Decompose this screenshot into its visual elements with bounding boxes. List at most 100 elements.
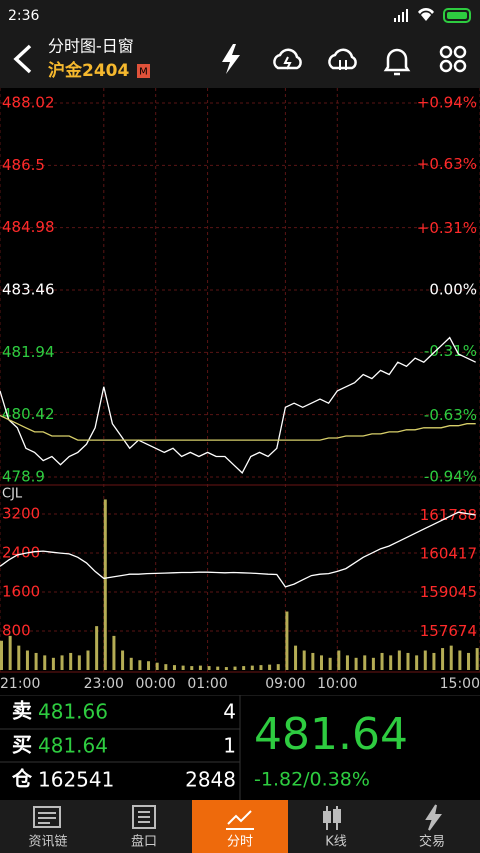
- volume-bar: [77, 655, 81, 670]
- volume-bar: [181, 665, 185, 670]
- price-change: -1.82/0.38%: [254, 769, 370, 791]
- volume-bar: [467, 652, 471, 670]
- volume-bar: [432, 652, 436, 670]
- open-interest-line: [0, 511, 476, 588]
- volume-bar: [354, 657, 358, 670]
- y-tick-label: 478.9: [2, 468, 45, 486]
- tab-label[interactable]: 盘口: [131, 834, 157, 850]
- buy-price: 481.64: [38, 734, 108, 758]
- volume-bar: [389, 655, 393, 670]
- volume-bar: [17, 645, 21, 670]
- volume-bar: [337, 650, 341, 670]
- tab-label[interactable]: 交易: [419, 834, 445, 850]
- y2-tick-label: +0.94%: [417, 94, 477, 112]
- volume-bar: [311, 652, 315, 670]
- volume-bar: [294, 645, 298, 670]
- volume-bar: [415, 655, 419, 670]
- price-line: [0, 414, 476, 441]
- volume-bar: [172, 665, 176, 670]
- volume-bar: [129, 657, 133, 670]
- volume-bar: [328, 657, 332, 670]
- volume-bar: [397, 650, 401, 670]
- volume-bar: [371, 657, 375, 670]
- active-tab-bg: [192, 800, 288, 853]
- y-tick-label: 486.5: [2, 156, 45, 174]
- y2-tick-label: 160417: [420, 544, 477, 562]
- x-tick-label: 23:00: [84, 676, 124, 692]
- status-icons: [394, 7, 471, 23]
- y2-tick-label: 157674: [420, 622, 477, 640]
- volume-bar: [233, 666, 237, 670]
- volume-bar: [43, 655, 47, 670]
- volume-bar: [0, 640, 3, 670]
- volume-bar: [112, 635, 116, 670]
- volume-bar: [103, 499, 107, 670]
- volume-bar: [320, 655, 323, 670]
- volume-bar: [155, 662, 159, 670]
- y2-tick-label: -0.94%: [424, 468, 477, 486]
- y-tick-label: 480.42: [2, 405, 55, 423]
- alert-icon[interactable]: [383, 48, 411, 76]
- volume-bar: [380, 652, 384, 670]
- y-tick-label: 488.02: [2, 94, 55, 112]
- header: [0, 32, 480, 88]
- header-title: 分时图-日窗: [48, 37, 134, 56]
- x-tick-label: 10:00: [317, 676, 357, 692]
- volume-bar: [138, 660, 142, 670]
- tab-label[interactable]: 分时: [227, 835, 253, 850]
- y-tick-label: 483.46: [2, 281, 55, 299]
- volume-bar: [423, 650, 427, 670]
- y2-tick-label: 0.00%: [429, 281, 477, 299]
- volume-bar: [25, 650, 29, 670]
- volume-bar: [207, 666, 211, 670]
- status-time: 2:36: [8, 8, 40, 24]
- last-price: 481.64: [254, 709, 408, 760]
- volume-bar: [250, 665, 254, 670]
- volume-bar: [86, 650, 90, 670]
- y-tick-label: 3200: [2, 505, 40, 523]
- volume-bar: [276, 664, 280, 670]
- y2-tick-label: -0.31%: [424, 342, 477, 360]
- cloud-icon[interactable]: [273, 48, 302, 70]
- volume-bar: [60, 655, 64, 670]
- tab-label[interactable]: 资讯链: [28, 835, 67, 850]
- tab-label[interactable]: K线: [325, 835, 347, 850]
- oi-change: 2848: [185, 768, 236, 792]
- volume-bar: [458, 650, 462, 670]
- volume-bar: [345, 655, 349, 670]
- volume-bar: [259, 665, 263, 670]
- menu-icon[interactable]: [439, 45, 467, 73]
- volume-bar: [224, 667, 228, 670]
- volume-bar: [121, 650, 125, 670]
- volume-bar: [147, 661, 151, 670]
- chart-title: CJL: [2, 487, 23, 502]
- tab-icons: [33, 804, 442, 831]
- volume-bar: [285, 611, 289, 670]
- volume-bar: [363, 655, 367, 670]
- volume-bar: [242, 666, 246, 670]
- volume-bar: [198, 665, 202, 670]
- sell-price: 481.66: [38, 700, 108, 724]
- volume-bar: [8, 635, 12, 670]
- badge-bg: [137, 64, 150, 78]
- back-button[interactable]: [13, 44, 32, 74]
- x-tick-label: 00:00: [135, 676, 175, 692]
- contract-name: 沪金2404: [48, 60, 129, 81]
- volume-bar: [406, 652, 410, 670]
- volume-bar: [69, 652, 73, 670]
- y-tick-label: 481.94: [2, 343, 55, 361]
- y2-tick-label: 161788: [420, 506, 477, 524]
- flash-icon[interactable]: [222, 44, 240, 74]
- price-line: [0, 336, 476, 474]
- y-tick-label: 800: [2, 622, 31, 640]
- cloud-upload-icon[interactable]: [328, 48, 357, 70]
- volume-bar: [268, 664, 272, 670]
- volume-bar: [302, 650, 306, 670]
- sell-label: 卖: [12, 699, 32, 723]
- oi-value: 162541: [38, 768, 114, 792]
- volume-bar: [475, 648, 479, 670]
- oi-label: 仓: [11, 767, 33, 791]
- badge: M: [139, 67, 148, 78]
